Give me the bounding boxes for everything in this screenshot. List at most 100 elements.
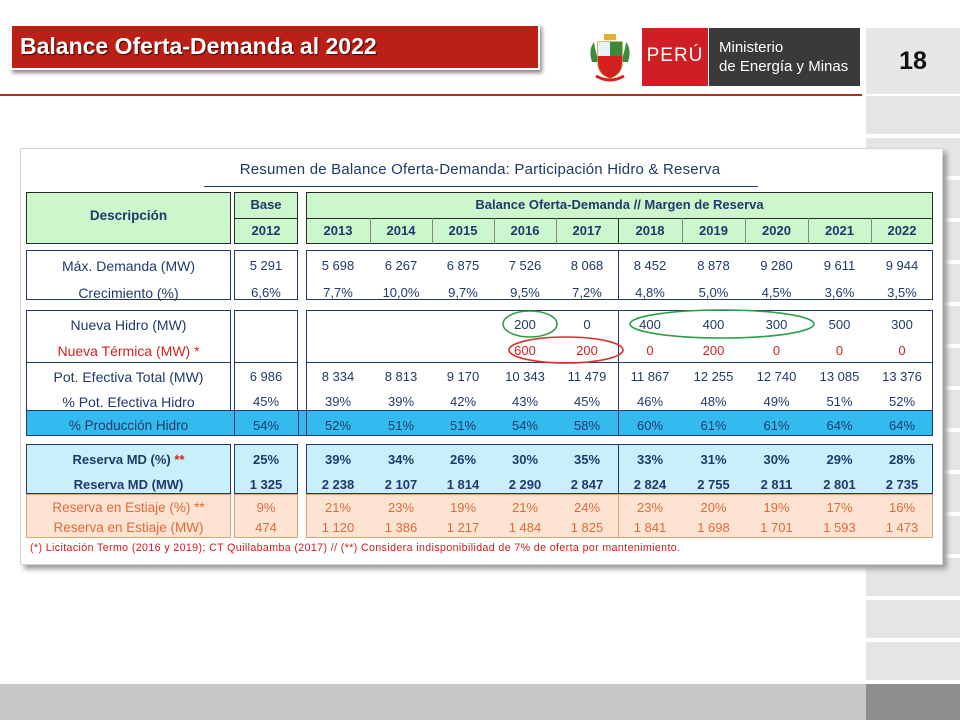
demand-group-base-box bbox=[234, 250, 298, 300]
supply-desc-sep bbox=[26, 362, 231, 364]
peru-label: PERÚ bbox=[646, 45, 704, 66]
row-4-value-2013: 8 334 bbox=[321, 369, 355, 384]
row-5-value-2013: 39% bbox=[324, 394, 352, 409]
row-0-value-2022: 9 944 bbox=[885, 258, 919, 273]
table-footnote: (*) Licitación Termo (2016 y 2019); CT Q… bbox=[30, 542, 681, 554]
row-9-value-2020: 19% bbox=[763, 500, 790, 515]
row-4-value-2020: 12 740 bbox=[756, 369, 797, 384]
row-8-value-2017: 2 847 bbox=[570, 477, 604, 492]
estiaje-group-years-box bbox=[306, 494, 933, 538]
row-7-value-2019: 31% bbox=[700, 452, 727, 467]
row-6-value-2019: 61% bbox=[700, 418, 727, 433]
row-4-value-2015: 9 170 bbox=[446, 369, 480, 384]
row-8-value-2016: 2 290 bbox=[508, 477, 542, 492]
row-4-value-2016: 10 343 bbox=[505, 369, 545, 384]
row-4-value-2018: 11 867 bbox=[630, 369, 670, 384]
ministry-brand-box: Ministerio de Energía y Minas bbox=[709, 28, 860, 86]
row-1-value-2020: 4,5% bbox=[761, 285, 792, 300]
row-8-value-2018: 2 824 bbox=[633, 477, 667, 492]
row-8-value-2014: 2 107 bbox=[384, 477, 418, 492]
row-5-value-2018: 46% bbox=[636, 394, 664, 409]
row-1-value-2014: 10,0% bbox=[382, 285, 420, 300]
header-year-divider bbox=[871, 218, 873, 244]
demand-group-years-box bbox=[306, 250, 933, 300]
row-7-value-2020: 30% bbox=[763, 452, 790, 467]
reserve-group-desc-box bbox=[26, 444, 231, 494]
row-5-value-2015: 42% bbox=[449, 394, 477, 409]
balance-header: Balance Oferta-Demanda // Margen de Rese… bbox=[475, 197, 764, 212]
row-base-5: 45% bbox=[252, 394, 280, 409]
header-year-divider bbox=[808, 218, 810, 244]
row-8-value-2013: 2 238 bbox=[321, 477, 355, 492]
row-2-value-2018: 400 bbox=[639, 317, 661, 332]
supply-block-divider bbox=[618, 310, 620, 436]
year-header-2015: 2015 bbox=[448, 223, 478, 238]
row-8-value-2019: 2 755 bbox=[697, 477, 730, 492]
page-number: 18 bbox=[866, 28, 960, 94]
row-label-9: Reserva en Estiaje (%) ** bbox=[52, 500, 205, 515]
row-5-value-2021: 51% bbox=[826, 394, 853, 409]
reserve-block-divider bbox=[618, 444, 620, 494]
row-label-1: Crecimiento (%) bbox=[78, 285, 179, 301]
header-desc-box bbox=[26, 192, 231, 244]
row-6-value-2014: 51% bbox=[387, 418, 415, 433]
row-7-value-2017: 35% bbox=[573, 452, 601, 467]
header-year-divider bbox=[682, 218, 684, 244]
row-10-value-2020: 1 701 bbox=[760, 520, 793, 535]
header-rule bbox=[0, 94, 862, 96]
row-10-value-2017: 1 825 bbox=[570, 520, 604, 535]
band-divider-base-right bbox=[298, 410, 300, 436]
header-base-divider bbox=[234, 218, 298, 220]
row-label-8: Reserva MD (MW) bbox=[73, 477, 184, 492]
peru-brand-box: PERÚ bbox=[642, 28, 708, 86]
row-10-value-2018: 1 841 bbox=[633, 520, 667, 535]
row-label-marker: ** bbox=[174, 452, 185, 467]
row-5-value-2017: 45% bbox=[573, 394, 601, 409]
reserve-group-years-box bbox=[306, 444, 933, 494]
row-7-value-2013: 39% bbox=[324, 452, 352, 467]
row-10-value-2014: 1 386 bbox=[384, 520, 418, 535]
ministry-line-1: Ministerio bbox=[719, 39, 784, 56]
bottom-corner bbox=[866, 684, 960, 720]
table-heading-row: Resumen de Balance Oferta-Demanda: Parti… bbox=[0, 148, 960, 178]
row-6-value-2020: 61% bbox=[763, 418, 790, 433]
row-label-3: Nueva Térmica (MW) * bbox=[57, 343, 200, 359]
row-9-value-2019: 20% bbox=[700, 500, 727, 515]
row-base-10: 474 bbox=[255, 520, 277, 535]
row-0-value-2018: 8 452 bbox=[633, 258, 667, 273]
ministry-line-2: de Energía y Minas bbox=[719, 58, 849, 75]
row-9-value-2022: 16% bbox=[888, 500, 916, 515]
row-base-1: 6,6% bbox=[251, 285, 281, 300]
row-10-value-2022: 1 473 bbox=[885, 520, 919, 535]
description-header: Descripción bbox=[89, 208, 168, 223]
estiaje-group-desc-box bbox=[26, 494, 231, 538]
row-10-value-2013: 1 120 bbox=[321, 520, 355, 535]
row-2-value-2019: 400 bbox=[702, 317, 725, 332]
row-7-value-2014: 34% bbox=[387, 452, 415, 467]
supply-years-sep bbox=[306, 362, 933, 364]
row-9-value-2015: 19% bbox=[449, 500, 477, 515]
row-base-6: 54% bbox=[252, 418, 280, 433]
row-label-10: Reserva en Estiaje (MW) bbox=[53, 520, 204, 535]
year-header-2016: 2016 bbox=[510, 223, 540, 238]
row-4-value-2014: 8 813 bbox=[384, 369, 418, 384]
row-4-value-2022: 13 376 bbox=[882, 369, 922, 384]
row-2-value-2017: 0 bbox=[583, 317, 591, 332]
row-1-value-2022: 3,5% bbox=[887, 285, 917, 300]
row-0-value-2016: 7 526 bbox=[508, 258, 542, 273]
row-label-4: Pot. Efectiva Total (MW) bbox=[53, 369, 204, 385]
row-5-value-2020: 49% bbox=[763, 394, 790, 409]
row-4-value-2019: 12 255 bbox=[693, 369, 734, 384]
row-9-value-2018: 23% bbox=[636, 500, 664, 515]
row-2-value-2016: 200 bbox=[514, 317, 536, 332]
row-9-value-2014: 23% bbox=[387, 500, 415, 515]
row-0-value-2015: 6 875 bbox=[446, 258, 480, 273]
row-7-value-2022: 28% bbox=[888, 452, 916, 467]
row-10-value-2021: 1 593 bbox=[823, 520, 856, 535]
row-9-value-2021: 17% bbox=[826, 500, 853, 515]
row-base-7: 25% bbox=[252, 452, 280, 467]
row-6-value-2018: 60% bbox=[636, 418, 664, 433]
row-label-0: Máx. Demanda (MW) bbox=[61, 258, 196, 274]
produccion-hidro-band bbox=[26, 410, 933, 436]
row-label-2: Nueva Hidro (MW) bbox=[70, 317, 187, 333]
